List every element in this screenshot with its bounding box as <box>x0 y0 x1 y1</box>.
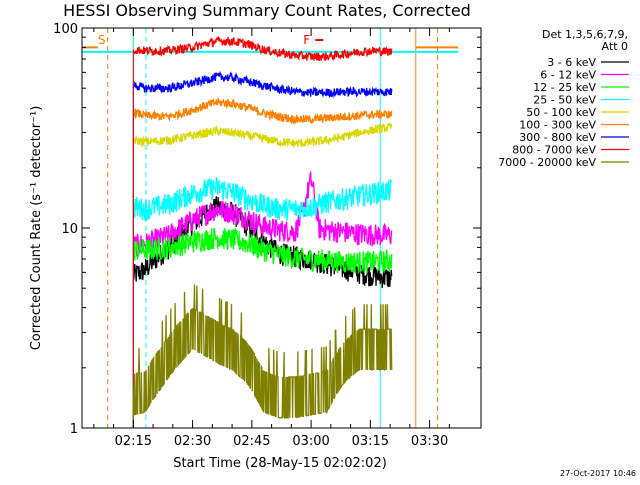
legend-label: 50 - 100 keV <box>526 106 596 119</box>
legend-label: 800 - 7000 keV <box>512 144 596 157</box>
footer-timestamp: 27-Oct-2017 10:46 <box>560 469 636 478</box>
series-line-2 <box>132 170 393 257</box>
chart-title: HESSI Observing Summary Count Rates, Cor… <box>63 1 471 20</box>
annotation-label-f: F <box>303 33 310 47</box>
y-axis-label: Corrected Count Rate (s⁻¹ detector⁻¹) <box>29 106 44 351</box>
legend-label: 300 - 800 keV <box>519 131 596 144</box>
y-tick-label: 100 <box>53 22 78 37</box>
legend-header-detectors: Det 1,3,5,6,7,9, <box>542 28 628 41</box>
series-line-9 <box>133 284 393 419</box>
legend-header-attenuator: Att 0 <box>602 40 628 53</box>
series-layer <box>132 36 393 428</box>
series-line-8 <box>132 36 393 62</box>
legend-label: 12 - 25 keV <box>533 81 596 94</box>
legend-label: 3 - 6 keV <box>547 56 596 69</box>
axes-layer: 02:15 02:30 02:45 03:00 03:15 03:30 1 10 100 <box>53 22 481 449</box>
series-line-6 <box>132 97 393 125</box>
y-tick-label: 10 <box>61 222 78 237</box>
series-line-3 <box>132 227 393 274</box>
legend-label: 6 - 12 keV <box>540 69 596 82</box>
legend-label: 25 - 50 keV <box>533 94 596 107</box>
legend-label: 100 - 300 keV <box>519 119 596 132</box>
x-axis-label: Start Time (28-May-15 02:02:02) <box>173 456 387 471</box>
x-tick-label: 02:45 <box>233 434 270 449</box>
x-tick-label: 03:30 <box>411 434 448 449</box>
annotation-label-s: S <box>98 33 106 47</box>
series-line-4 <box>132 176 393 221</box>
legend-label: 7000 - 20000 keV <box>498 156 596 169</box>
x-tick-label: 02:15 <box>115 434 152 449</box>
x-tick-label: 02:30 <box>174 434 211 449</box>
series-line-5 <box>132 122 393 148</box>
y-tick-label: 1 <box>70 422 78 437</box>
x-tick-label: 03:00 <box>292 434 329 449</box>
series-line-7 <box>132 70 393 99</box>
x-tick-label: 03:15 <box>352 434 389 449</box>
